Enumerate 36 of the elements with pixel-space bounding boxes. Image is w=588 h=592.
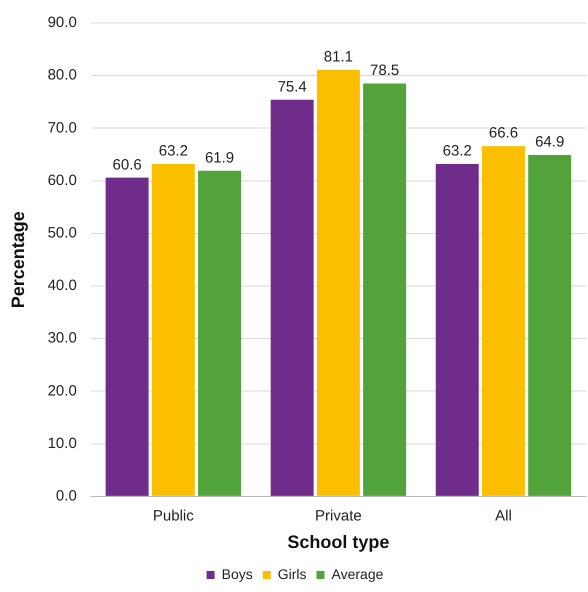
data-label: 66.6 <box>488 124 518 142</box>
legend-label: Average <box>332 566 384 582</box>
bar <box>482 146 525 496</box>
data-label: 75.4 <box>278 78 307 96</box>
data-label: 60.6 <box>112 156 142 174</box>
y-tick-label: 20.0 <box>48 382 77 400</box>
data-label: 81.1 <box>324 48 353 66</box>
x-tick-label: All <box>495 508 512 525</box>
legend-label: Boys <box>222 566 253 582</box>
y-axis-title: Percentage <box>8 211 28 308</box>
y-tick-label: 70.0 <box>48 119 77 136</box>
data-label: 78.5 <box>370 62 400 80</box>
bar <box>270 100 314 496</box>
data-label: 61.9 <box>204 149 234 166</box>
y-tick-label: 30.0 <box>48 330 77 347</box>
x-tick-label: Public <box>152 508 194 525</box>
y-tick-label: 80.0 <box>48 66 77 84</box>
bar <box>316 70 360 496</box>
data-label: 63.2 <box>158 142 188 160</box>
y-tick-label: 90.0 <box>48 14 77 32</box>
bar <box>436 164 479 496</box>
y-tick-label: 60.0 <box>48 172 77 189</box>
bar <box>198 170 242 496</box>
bar <box>106 178 149 496</box>
x-axis-title: School type <box>287 532 390 552</box>
data-label: 63.2 <box>442 142 472 160</box>
y-tick-label: 40.0 <box>48 277 77 294</box>
legend-label: Girls <box>278 566 307 582</box>
y-tick-label: 50.0 <box>48 224 77 242</box>
bar <box>528 155 572 496</box>
x-tick-label: Private <box>315 508 362 525</box>
data-label: 64.9 <box>535 134 564 151</box>
bar <box>152 164 195 496</box>
bar <box>363 83 406 496</box>
y-tick-label: 0.0 <box>56 488 77 505</box>
y-tick-label: 10.0 <box>48 434 77 452</box>
